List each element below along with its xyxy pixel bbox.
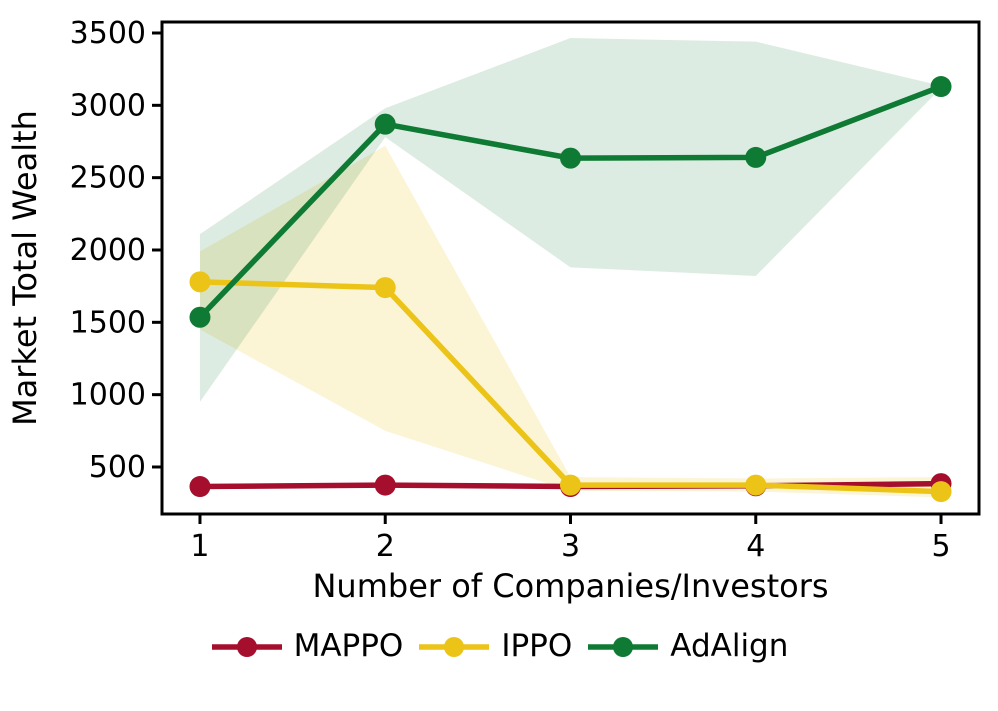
- data-point-IPPO-4: [745, 474, 767, 496]
- y-axis-label: Market Total Wealth: [6, 110, 44, 426]
- legend-dot: [444, 636, 465, 657]
- y-tick-label: 500: [89, 450, 146, 485]
- legend-marker-icon: [211, 636, 282, 657]
- y-tick-label: 1000: [70, 378, 146, 413]
- x-tick-label: 3: [561, 529, 580, 564]
- y-tick-label: 2500: [70, 161, 146, 196]
- legend-item-MAPPO: MAPPO: [210, 628, 404, 664]
- data-point-MAPPO-2: [374, 474, 396, 496]
- x-tick-label: 5: [931, 529, 950, 564]
- chart-legend: MAPPO IPPO AdAlign: [0, 631, 998, 662]
- data-point-AdAlign-3: [560, 147, 581, 169]
- data-point-IPPO-3: [560, 474, 581, 496]
- x-tick-label: 4: [746, 529, 765, 564]
- data-point-IPPO-5: [930, 481, 952, 503]
- y-tick-label: 2000: [70, 233, 146, 268]
- legend-label: IPPO: [501, 628, 573, 664]
- x-axis-label: Number of Companies/Investors: [312, 567, 828, 605]
- data-point-AdAlign-1: [189, 306, 211, 328]
- legend-label: MAPPO: [293, 628, 404, 664]
- legend-dot: [236, 636, 257, 657]
- data-point-IPPO-1: [189, 271, 211, 293]
- legend-dot: [613, 636, 634, 657]
- legend-item-AdAlign: AdAlign: [586, 631, 788, 662]
- confidence-band-IPPO: [199, 145, 942, 498]
- y-tick-label: 3000: [70, 88, 146, 123]
- data-point-AdAlign-4: [745, 146, 767, 168]
- legend-item-IPPO: IPPO: [417, 631, 572, 662]
- x-tick-label: 1: [190, 529, 209, 564]
- data-point-MAPPO-1: [189, 476, 211, 498]
- data-point-AdAlign-2: [374, 113, 396, 135]
- y-tick-label: 3500: [70, 16, 146, 51]
- y-tick-label: 1500: [70, 305, 146, 340]
- legend-marker-icon: [588, 636, 659, 657]
- x-tick-label: 2: [376, 529, 395, 564]
- legend-marker-icon: [419, 636, 490, 657]
- data-point-AdAlign-5: [930, 76, 952, 98]
- legend-label: AdAlign: [670, 628, 789, 664]
- data-point-IPPO-2: [374, 277, 396, 299]
